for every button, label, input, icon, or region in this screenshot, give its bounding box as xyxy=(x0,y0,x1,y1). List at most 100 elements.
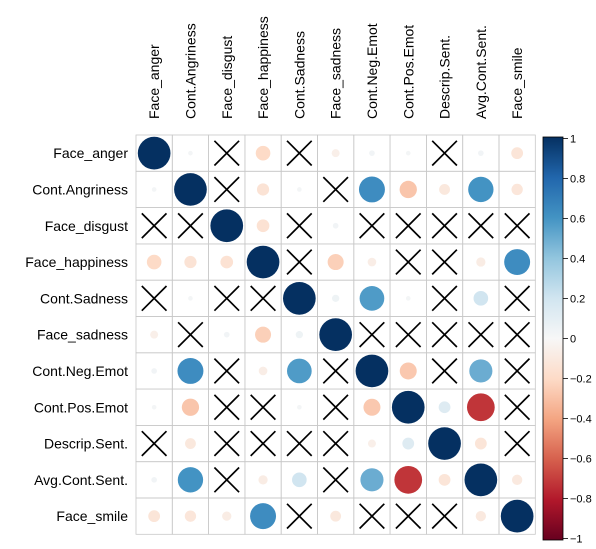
insignificant-cross xyxy=(467,212,494,239)
insignificant-cross xyxy=(431,358,458,384)
colorbar-tick-label: 0 xyxy=(570,334,576,346)
insignificant-cross xyxy=(431,321,458,348)
column-label: Face_disgust xyxy=(219,36,235,119)
column-label: Cont.Neg.Emot xyxy=(364,23,380,119)
insignificant-cross xyxy=(322,358,349,384)
correlation-circle xyxy=(478,150,484,156)
correlation-circle xyxy=(255,326,272,343)
matrix-cell xyxy=(498,497,536,535)
correlation-circle xyxy=(511,183,523,196)
correlation-circle xyxy=(184,255,197,269)
correlation-circle xyxy=(177,467,204,493)
insignificant-cross xyxy=(141,430,168,457)
correlation-circle xyxy=(468,176,494,203)
row-label: Face_smile xyxy=(56,508,128,524)
column-label: Cont.Pos.Emot xyxy=(400,25,416,119)
insignificant-cross xyxy=(504,321,531,348)
column-label: Descrip.Sent. xyxy=(437,35,453,119)
column-label: Cont.Angriness xyxy=(182,23,198,119)
colorbar-tick-label: −0.8 xyxy=(570,494,592,506)
correlation-circle xyxy=(439,184,450,195)
row-label: Face_happiness xyxy=(25,254,128,270)
correlation-circle xyxy=(438,473,451,486)
correlation-circle xyxy=(476,257,486,267)
insignificant-cross xyxy=(250,394,276,421)
colorbar-gradient xyxy=(542,136,564,541)
insignificant-cross xyxy=(286,212,313,239)
correlation-circle xyxy=(330,510,342,522)
colorbar-tick-label: 0.2 xyxy=(570,294,585,306)
colorbar-tick-label: 1 xyxy=(570,134,576,146)
correlation-circle xyxy=(359,286,385,311)
insignificant-cross xyxy=(359,212,385,239)
correlation-circle xyxy=(222,511,232,521)
correlation-circle xyxy=(255,145,271,161)
row-label: Descrip.Sent. xyxy=(44,436,128,452)
correlation-circle xyxy=(511,474,523,486)
correlation-circle xyxy=(297,404,302,410)
correlation-circle xyxy=(148,510,161,523)
insignificant-cross xyxy=(431,140,458,167)
column-label: Face_happiness xyxy=(255,16,271,119)
correlation-circle xyxy=(297,187,302,192)
insignificant-cross xyxy=(431,503,458,530)
correlation-circle xyxy=(319,318,352,351)
correlation-circle xyxy=(360,468,384,492)
insignificant-cross xyxy=(141,285,168,312)
correlation-circle xyxy=(391,390,425,424)
correlation-circle xyxy=(151,477,157,483)
correlation-circle xyxy=(137,136,171,170)
correlation-circle xyxy=(174,173,207,206)
insignificant-cross xyxy=(322,394,349,421)
correlation-circle xyxy=(246,245,280,279)
correlation-circle xyxy=(258,475,268,485)
column-label: Face_sadness xyxy=(328,28,344,119)
colorbar-tick-label: 0.8 xyxy=(570,174,585,186)
insignificant-cross xyxy=(286,503,313,530)
colorbar-tick-label: −0.2 xyxy=(570,374,592,386)
correlation-circle xyxy=(220,255,234,269)
correlation-circle xyxy=(292,472,307,488)
correlation-circle xyxy=(394,465,423,494)
correlation-circle xyxy=(466,393,495,422)
insignificant-cross xyxy=(213,140,240,167)
insignificant-cross xyxy=(467,321,494,348)
insignificant-cross xyxy=(504,212,531,239)
insignificant-cross xyxy=(141,212,168,239)
correlation-circle xyxy=(188,150,193,156)
correlation-circle xyxy=(151,368,157,374)
insignificant-cross xyxy=(504,358,531,384)
correlation-circle xyxy=(399,180,417,199)
row-label: Face_disgust xyxy=(45,218,128,234)
correlation-circle xyxy=(469,359,493,383)
correlation-circle xyxy=(355,354,389,388)
correlation-circle xyxy=(438,401,451,414)
matrix-grid xyxy=(135,134,536,535)
correlation-circle xyxy=(475,510,487,522)
colorbar-tick-label: −0.6 xyxy=(570,454,592,466)
colorbar-tick-label: 0.4 xyxy=(570,254,585,266)
row-label: Face_anger xyxy=(53,145,128,161)
correlation-circle xyxy=(511,147,524,160)
correlation-circle xyxy=(146,254,162,270)
insignificant-cross xyxy=(431,249,458,275)
row-label: Cont.Pos.Emot xyxy=(34,399,128,415)
insignificant-cross xyxy=(213,285,240,312)
correlation-circle xyxy=(184,510,197,522)
correlation-circle xyxy=(223,331,230,338)
correlation-circle xyxy=(363,398,381,416)
correlation-circle xyxy=(358,176,385,203)
correlation-circle xyxy=(185,438,196,449)
correlation-circle xyxy=(402,437,415,450)
column-label: Avg.Cont.Sent. xyxy=(473,25,489,119)
column-label: Cont.Sadness xyxy=(291,31,307,119)
column-labels: Face_anger Cont.Angriness Face_disgust Face… xyxy=(146,16,525,119)
insignificant-cross xyxy=(395,503,422,530)
row-label: Face_sadness xyxy=(37,327,128,343)
insignificant-cross xyxy=(250,430,276,457)
correlation-circle xyxy=(150,330,159,339)
row-labels: Face_anger Cont.Angriness Face_disgust Face… xyxy=(25,145,128,524)
insignificant-cross xyxy=(431,212,458,239)
insignificant-cross xyxy=(213,394,240,421)
